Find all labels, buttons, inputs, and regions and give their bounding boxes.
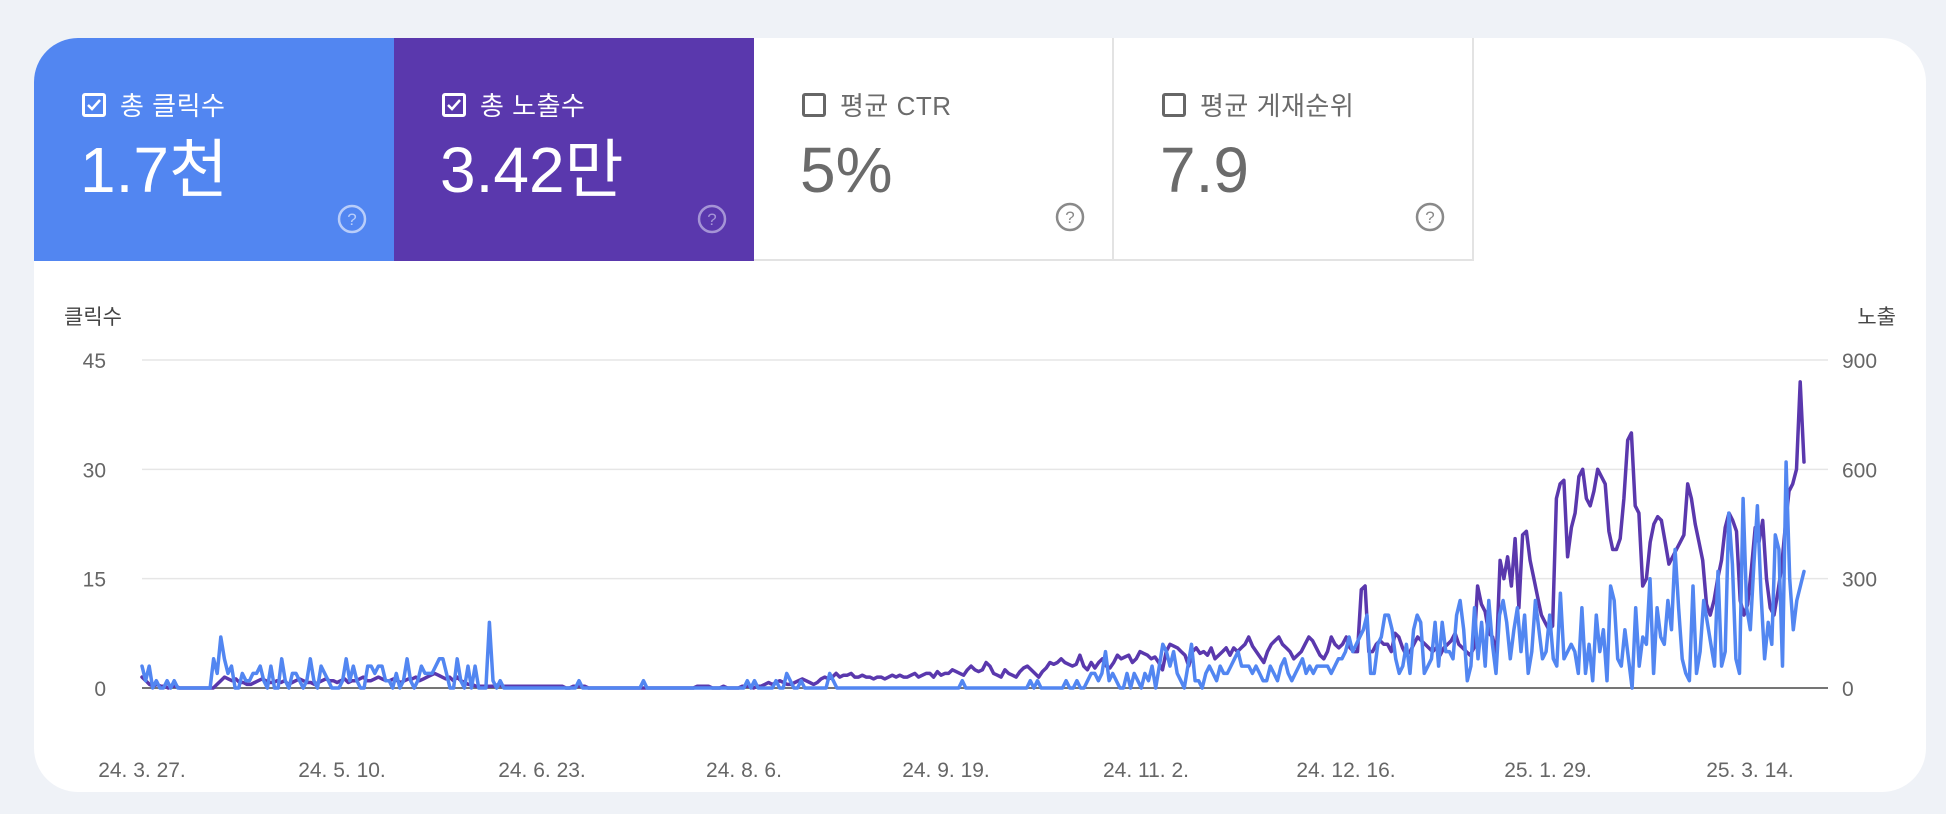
y-left-tick-label: 30 xyxy=(83,459,106,482)
x-tick-label: 24. 12. 16. xyxy=(1296,759,1395,782)
help-icon[interactable]: ? xyxy=(696,203,728,235)
x-tick-label: 24. 8. 6. xyxy=(706,759,782,782)
metric-label: 평균 CTR xyxy=(840,91,952,121)
clicks-series-line xyxy=(140,460,1806,690)
y-axis-right-label: 노출 xyxy=(1857,306,1896,329)
y-right-tick-label: 300 xyxy=(1842,569,1877,592)
metric-label: 평균 게재순위 xyxy=(1200,91,1355,121)
checkbox-empty-icon[interactable] xyxy=(1162,92,1186,117)
x-tick-label: 25. 1. 29. xyxy=(1504,759,1592,782)
checkbox-checked-icon[interactable] xyxy=(82,92,106,117)
help-icon[interactable]: ? xyxy=(1054,201,1086,233)
metric-average-position[interactable]: 평균 게재순위 7.9 ? xyxy=(1114,38,1474,261)
svg-text:?: ? xyxy=(1425,208,1434,227)
metric-total-impressions[interactable]: 총 노출수 3.42만 ? xyxy=(394,38,754,261)
y-left-tick-label: 0 xyxy=(94,678,106,701)
metric-value: 1.7천 xyxy=(80,134,228,206)
metric-value: 5% xyxy=(800,134,893,206)
performance-chart: 클릭수 노출 0 0 15 300 30 600 45 900 24. 3. 27. 24. 5… xyxy=(34,261,1926,792)
impressions-series-line xyxy=(140,380,1806,690)
y-left-tick-label: 45 xyxy=(83,350,106,373)
metric-label: 총 노출수 xyxy=(480,91,586,121)
x-ticks: 24. 3. 27. 24. 5. 10. 24. 6. 23. 24. 8. 6. 2… xyxy=(98,759,1794,782)
series-lines xyxy=(140,380,1806,690)
x-tick-label: 24. 6. 23. xyxy=(498,759,586,782)
gridlines xyxy=(142,359,1828,689)
performance-card: 총 클릭수 1.7천 ? 총 노출수 3.42만 ? 평균 CTR 5% ? xyxy=(34,38,1926,792)
y-right-tick-label: 600 xyxy=(1842,459,1877,482)
metric-average-ctr[interactable]: 평균 CTR 5% ? xyxy=(754,38,1114,261)
help-icon[interactable]: ? xyxy=(1414,201,1446,233)
help-icon[interactable]: ? xyxy=(336,203,368,235)
x-tick-label: 24. 3. 27. xyxy=(98,759,186,782)
x-tick-label: 25. 3. 14. xyxy=(1706,759,1794,782)
y-left-tick-label: 15 xyxy=(83,569,106,592)
metric-label: 총 클릭수 xyxy=(120,91,226,121)
svg-text:?: ? xyxy=(707,210,716,229)
x-tick-label: 24. 11. 2. xyxy=(1103,759,1189,782)
chart-svg: 클릭수 노출 0 0 15 300 30 600 45 900 24. 3. 27. 24. 5… xyxy=(64,306,1896,782)
y-axis-left-label: 클릭수 xyxy=(64,306,122,329)
checkbox-checked-icon[interactable] xyxy=(442,92,466,117)
checkbox-empty-icon[interactable] xyxy=(802,92,826,117)
y-ticks: 0 0 15 300 30 600 45 900 xyxy=(83,350,1877,701)
y-right-tick-label: 900 xyxy=(1842,350,1877,373)
svg-text:?: ? xyxy=(1065,208,1074,227)
metric-value: 7.9 xyxy=(1160,134,1249,206)
x-tick-label: 24. 5. 10. xyxy=(298,759,386,782)
y-right-tick-label: 0 xyxy=(1842,678,1854,701)
x-tick-label: 24. 9. 19. xyxy=(902,759,990,782)
metric-total-clicks[interactable]: 총 클릭수 1.7천 ? xyxy=(34,38,394,261)
svg-text:?: ? xyxy=(347,210,356,229)
metric-value: 3.42만 xyxy=(440,134,624,206)
